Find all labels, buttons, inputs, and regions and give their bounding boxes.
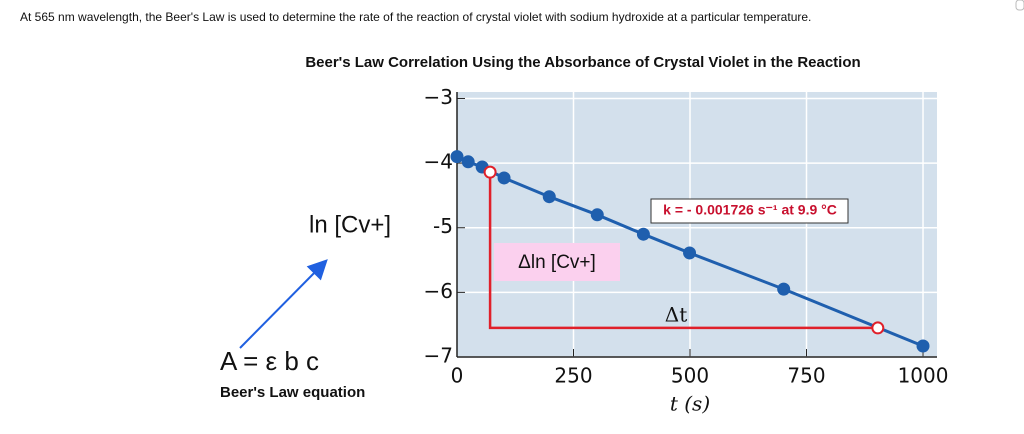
delta-y-box [494, 243, 620, 281]
delta-x-annotation: Δt [665, 303, 687, 327]
rate-box [650, 198, 849, 224]
highlight-point [483, 165, 497, 179]
rate-annotation: k = - 0.001726 s⁻¹ at 9.9 °C [663, 202, 837, 218]
y-tick-label: -5 [433, 214, 453, 238]
y-tick-label: −4 [424, 150, 453, 174]
y-axis-label: ln [Cv+] [309, 211, 391, 238]
data-point [636, 227, 650, 241]
highlight-point [871, 321, 885, 335]
data-point [590, 208, 604, 222]
delta-y-annotation: Δln [Cv+] [518, 252, 596, 273]
chart-title: Beer's Law Correlation Using the Absorba… [305, 54, 860, 71]
data-point [461, 155, 475, 169]
x-tick-label: 250 [554, 364, 592, 388]
data-point [450, 150, 464, 164]
arrow [239, 259, 328, 349]
equation: A = ε b c [220, 346, 319, 376]
delta-lines [488, 172, 878, 330]
x-tick-label: 500 [671, 364, 709, 388]
x-tick-label: 750 [787, 364, 825, 388]
caption: At 565 nm wavelength, the Beer's Law is … [20, 10, 811, 24]
plot-area [457, 92, 937, 357]
y-tick-label: −3 [424, 85, 453, 109]
y-tick-label: −6 [424, 279, 453, 303]
y-tick-label: −7 [424, 344, 453, 368]
data-point [777, 282, 791, 296]
plot: 0 250 500 750 1000 −3 −4 -5 −6 −7 [424, 85, 949, 388]
data-point [916, 339, 930, 353]
x-tick-label: 0 [451, 364, 464, 388]
x-axis-label: t (s) [670, 392, 710, 416]
scroll-corner [1015, 0, 1024, 11]
equation-label: Beer's Law equation [220, 384, 365, 401]
data-point [683, 246, 697, 260]
data-point [497, 171, 511, 185]
data-point [542, 190, 556, 204]
fit-line [456, 155, 924, 348]
x-tick-label: 1000 [898, 364, 949, 388]
